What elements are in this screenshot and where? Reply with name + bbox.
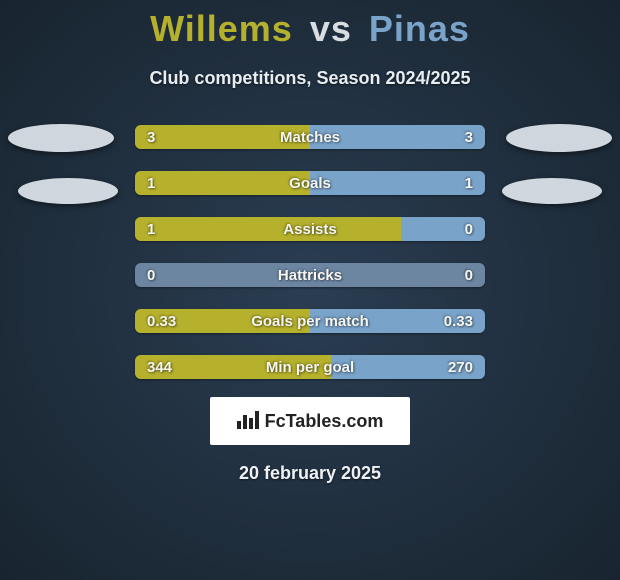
stat-bar-left (135, 217, 401, 241)
comparison-title: Willems vs Pinas (0, 0, 620, 50)
stat-bar-right (310, 171, 485, 195)
stat-label: Goals (289, 175, 331, 192)
stat-row: 0 0 Hattricks (135, 263, 485, 287)
vs-text: vs (310, 8, 352, 49)
stat-label: Hattricks (278, 267, 342, 284)
stat-row: 1 0 Assists (135, 217, 485, 241)
player2-name: Pinas (369, 8, 470, 49)
stats-container: 3 3 Matches 1 1 Goals 1 0 Assists 0 0 Hattricks 0.33… (135, 125, 485, 379)
stat-value-right: 0 (465, 221, 473, 238)
stat-label: Min per goal (266, 359, 354, 376)
stat-value-left: 344 (147, 359, 172, 376)
brand-text: FcTables.com (265, 411, 384, 432)
stat-value-right: 3 (465, 129, 473, 146)
stat-bar-left (135, 171, 310, 195)
stat-value-left: 3 (147, 129, 155, 146)
player1-avatar-placeholder-1 (8, 124, 114, 152)
player2-avatar-placeholder-2 (502, 178, 602, 204)
stat-value-left: 0 (147, 267, 155, 284)
stat-value-right: 270 (448, 359, 473, 376)
stat-value-left: 0.33 (147, 313, 176, 330)
stat-value-right: 1 (465, 175, 473, 192)
brand-box: FcTables.com (210, 397, 410, 445)
stat-row: 344 270 Min per goal (135, 355, 485, 379)
stat-label: Goals per match (251, 313, 369, 330)
stat-row: 0.33 0.33 Goals per match (135, 309, 485, 333)
player1-avatar-placeholder-2 (18, 178, 118, 204)
stat-label: Assists (283, 221, 336, 238)
subtitle: Club competitions, Season 2024/2025 (0, 68, 620, 89)
date-text: 20 february 2025 (0, 463, 620, 484)
stat-value-right: 0 (465, 267, 473, 284)
stat-value-left: 1 (147, 175, 155, 192)
chart-icon (237, 409, 259, 434)
player2-avatar-placeholder-1 (506, 124, 612, 152)
stat-label: Matches (280, 129, 340, 146)
stat-value-right: 0.33 (444, 313, 473, 330)
stat-value-left: 1 (147, 221, 155, 238)
player1-name: Willems (150, 8, 293, 49)
stat-row: 3 3 Matches (135, 125, 485, 149)
stat-row: 1 1 Goals (135, 171, 485, 195)
